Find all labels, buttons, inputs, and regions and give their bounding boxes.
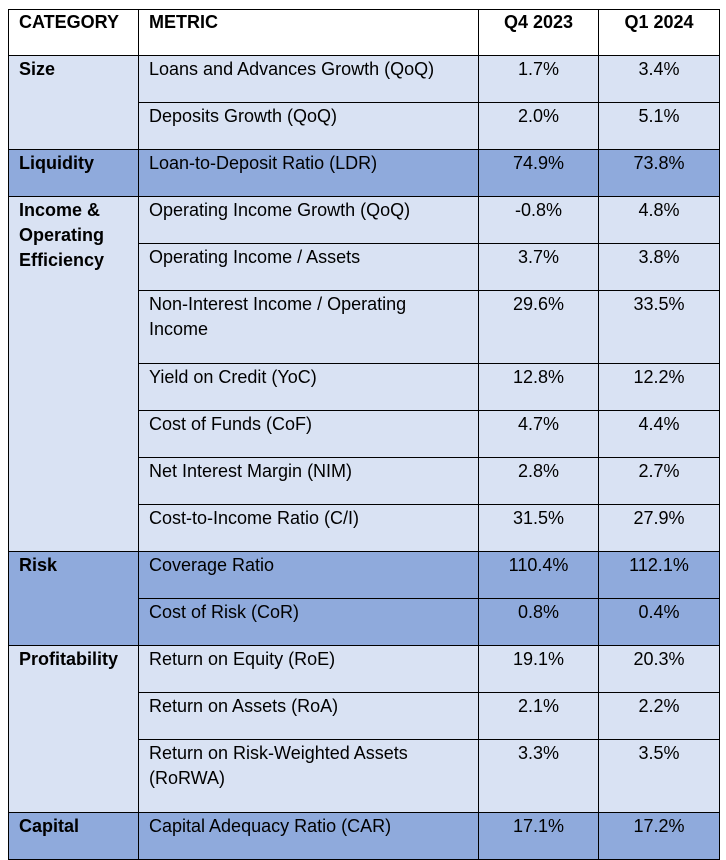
metric-cell: Cost of Funds (CoF) [138,410,479,458]
q4-2023-cell: 17.1% [478,812,599,860]
q4-2023-cell: 0.8% [478,598,599,646]
table-row: Income & Operating Efficiency Operating … [8,196,720,552]
table-header: CATEGORY METRIC Q4 2023 Q1 2024 [8,9,720,56]
metric-cell: Capital Adequacy Ratio (CAR) [138,812,479,860]
q4-2023-cell: 29.6% [478,290,599,364]
metric-cell: Deposits Growth (QoQ) [138,102,479,150]
category-cell-capital: Capital [8,812,139,860]
table-row: Risk Coverage Ratio 110.4% 112.1% [8,551,720,646]
metric-cell: Yield on Credit (YoC) [138,363,479,411]
table-row: Cost of Funds (CoF) 4.7% 4.4% [9,410,720,458]
category-cell-liquidity: Liquidity [8,149,139,197]
q1-2024-cell: 4.8% [598,196,720,244]
q1-2024-cell: 5.1% [598,102,720,150]
table-body: Size Loans and Advances Growth (QoQ) 1.7… [8,55,720,860]
metric-cell: Operating Income Growth (QoQ) [138,196,479,244]
q1-2024-cell: 73.8% [598,149,720,197]
q1-2024-cell: 2.2% [598,692,720,740]
metric-cell: Non-Interest Income / Operating Income [138,290,479,364]
q1-2024-cell: 4.4% [598,410,720,458]
q1-2024-cell: 12.2% [598,363,720,411]
metric-cell: Coverage Ratio [138,551,479,599]
q4-2023-cell: 2.1% [478,692,599,740]
q1-2024-cell: 2.7% [598,457,720,505]
header-q1-2024: Q1 2024 [598,9,720,56]
category-cell-income-operating-efficiency: Income & Operating Efficiency [8,196,139,552]
metric-cell: Cost of Risk (CoR) [138,598,479,646]
q1-2024-cell: 3.8% [598,243,720,291]
q4-2023-cell: 3.7% [478,243,599,291]
metric-cell: Operating Income / Assets [138,243,479,291]
q1-2024-cell: 112.1% [598,551,720,599]
metric-cell: Cost-to-Income Ratio (C/I) [138,504,479,552]
q4-2023-cell: 110.4% [478,551,599,599]
q4-2023-cell: 12.8% [478,363,599,411]
category-cell-risk: Risk [8,551,139,646]
q4-2023-cell: 1.7% [478,55,599,103]
header-category: CATEGORY [8,9,139,56]
metrics-table: CATEGORY METRIC Q4 2023 Q1 2024 Size Loa… [8,9,720,860]
table-row: Yield on Credit (YoC) 12.8% 12.2% [9,363,720,411]
table-row: Cost of Risk (CoR) 0.8% 0.4% [9,598,720,646]
metric-cell: Loan-to-Deposit Ratio (LDR) [138,149,479,197]
metric-cell: Return on Assets (RoA) [138,692,479,740]
table-row: Size Loans and Advances Growth (QoQ) 1.7… [8,55,720,150]
q1-2024-cell: 33.5% [598,290,720,364]
metric-cell: Loans and Advances Growth (QoQ) [138,55,479,103]
q1-2024-cell: 3.5% [598,739,720,813]
q4-2023-cell: 31.5% [478,504,599,552]
q1-2024-cell: 17.2% [598,812,720,860]
q1-2024-cell: 3.4% [598,55,720,103]
q4-2023-cell: 74.9% [478,149,599,197]
table-row: Net Interest Margin (NIM) 2.8% 2.7% [9,457,720,505]
q1-2024-cell: 27.9% [598,504,720,552]
q4-2023-cell: 19.1% [478,645,599,693]
metric-cell: Net Interest Margin (NIM) [138,457,479,505]
table-row: Cost-to-Income Ratio (C/I) 31.5% 27.9% [9,504,720,552]
q4-2023-cell: -0.8% [478,196,599,244]
table-row: Profitability Return on Equity (RoE) 19.… [8,645,720,813]
metric-cell: Return on Equity (RoE) [138,645,479,693]
q4-2023-cell: 2.8% [478,457,599,505]
table-row: Return on Risk-Weighted Assets (RoRWA) 3… [9,739,720,813]
table-row: Operating Income / Assets 3.7% 3.8% [9,243,720,291]
q4-2023-cell: 3.3% [478,739,599,813]
table-row: Liquidity Loan-to-Deposit Ratio (LDR) 74… [8,149,720,197]
table-row: Deposits Growth (QoQ) 2.0% 5.1% [9,102,720,150]
q1-2024-cell: 20.3% [598,645,720,693]
table-row: Capital Capital Adequacy Ratio (CAR) 17.… [8,812,720,860]
table-row: Return on Assets (RoA) 2.1% 2.2% [9,692,720,740]
q4-2023-cell: 2.0% [478,102,599,150]
category-cell-size: Size [8,55,139,150]
header-q4-2023: Q4 2023 [478,9,599,56]
header-metric: METRIC [138,9,479,56]
table-row: Non-Interest Income / Operating Income 2… [9,290,720,364]
q1-2024-cell: 0.4% [598,598,720,646]
metric-cell: Return on Risk-Weighted Assets (RoRWA) [138,739,479,813]
q4-2023-cell: 4.7% [478,410,599,458]
category-cell-profitability: Profitability [8,645,139,813]
